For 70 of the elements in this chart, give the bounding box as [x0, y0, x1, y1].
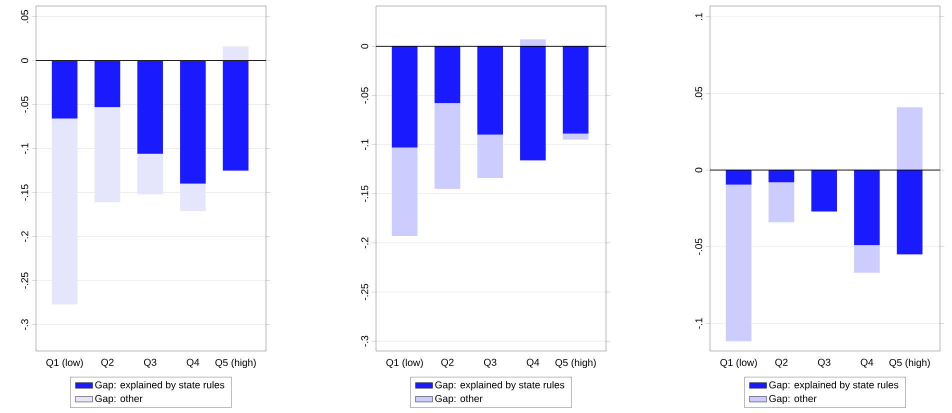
y-tick-label: -.1 [21, 143, 28, 154]
bar [726, 170, 752, 185]
bar [392, 46, 418, 148]
bar [562, 46, 588, 134]
x-tick-label: Q3 [144, 358, 156, 368]
bar [52, 60, 78, 119]
x-tick-label: Q2 [441, 358, 454, 368]
bar [137, 154, 163, 194]
bar [434, 103, 460, 189]
y-tick-label: -.2 [21, 231, 28, 242]
y-tick-label: -.3 [21, 319, 28, 330]
y-tick-label: -.3 [361, 336, 368, 347]
legend-label: Gap: explained by state rules [95, 381, 224, 390]
bar [180, 184, 206, 212]
y-tick-label: 0 [21, 58, 28, 63]
y-tick-label: -.05 [361, 87, 368, 104]
x-tick-label: Q5 (high) [555, 358, 596, 368]
bar [896, 107, 922, 170]
bar [477, 134, 503, 178]
y-tick-label: 0 [361, 44, 368, 49]
bar [180, 60, 206, 184]
bar [562, 134, 588, 140]
y-tick-label: -.15 [361, 186, 368, 202]
y-tick-label: .05 [695, 86, 702, 100]
x-tick-label: Q2 [101, 358, 114, 368]
bar [854, 245, 880, 273]
bar [94, 60, 120, 108]
bar [854, 170, 880, 246]
bar [137, 60, 163, 154]
bar [726, 184, 752, 342]
y-tick-label: -.1 [361, 139, 368, 150]
y-tick-label: -.25 [361, 284, 368, 300]
x-tick-label: Q5 (high) [215, 358, 256, 368]
y-tick-label: -.25 [21, 272, 28, 289]
y-tick-label: -.15 [21, 184, 28, 201]
bar [434, 46, 460, 104]
y-tick-label: -.05 [21, 96, 28, 113]
x-tick-label: Q1 (low) [46, 358, 83, 368]
x-tick-label: Q3 [484, 358, 496, 368]
legend-label: Gap: explained by state rules [435, 381, 564, 390]
x-tick-label: Q4 [526, 358, 540, 368]
bar [222, 46, 248, 61]
bar [477, 46, 503, 135]
x-tick-label: Q1 (low) [720, 358, 757, 368]
bar [52, 118, 78, 304]
bar [896, 170, 922, 254]
y-tick-label: 0 [695, 168, 702, 172]
bar [811, 170, 837, 212]
bar [392, 148, 418, 236]
bar [222, 60, 248, 171]
y-tick-label: .05 [21, 10, 28, 23]
x-tick-label: Q5 (high) [889, 358, 930, 368]
x-tick-label: Q4 [860, 358, 874, 368]
bar [520, 46, 546, 160]
legend-label: Gap: other [95, 394, 143, 404]
legend-label: Gap: other [435, 394, 483, 404]
legend-label: Gap: explained by state rules [769, 381, 898, 390]
x-tick-label: Q4 [186, 358, 200, 368]
y-tick-label: -.1 [695, 318, 702, 329]
y-tick-label: -.05 [695, 238, 702, 255]
legend-label: Gap: other [769, 394, 817, 404]
x-tick-label: Q1 (low) [386, 358, 423, 368]
bar [768, 170, 794, 182]
bar [94, 107, 120, 202]
y-tick-label: .1 [695, 13, 702, 20]
bar [520, 39, 546, 46]
y-tick-label: -.2 [361, 238, 368, 248]
x-tick-label: Q2 [775, 358, 788, 368]
x-tick-label: Q3 [818, 358, 830, 368]
bar [768, 182, 794, 222]
